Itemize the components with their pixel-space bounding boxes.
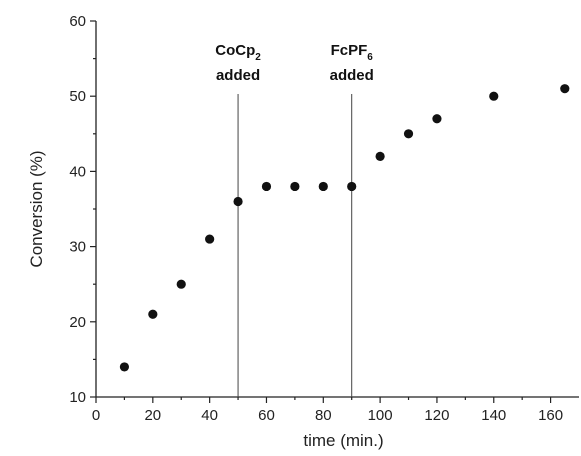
- x-tick-label: 160: [538, 407, 563, 424]
- x-tick-label: 140: [481, 407, 506, 424]
- y-tick-label: 10: [69, 389, 86, 406]
- annotation-label-line2: added: [216, 67, 260, 84]
- data-point: [119, 362, 130, 372]
- data-point: [148, 309, 158, 319]
- data-point: [403, 129, 414, 139]
- data-point: [261, 181, 272, 192]
- y-tick-label: 20: [69, 314, 86, 331]
- data-point: [489, 91, 499, 101]
- data-point: [432, 114, 442, 124]
- x-tick-label: 0: [92, 407, 100, 424]
- data-point: [233, 196, 243, 207]
- y-tick-label: 50: [69, 88, 86, 105]
- y-tick-label: 40: [69, 163, 86, 180]
- annotation-label-line2: added: [330, 67, 374, 84]
- data-point: [176, 279, 186, 289]
- y-axis-title: Conversion (%): [27, 150, 46, 267]
- data-point: [347, 181, 357, 192]
- annotation-label: FcPF6: [331, 42, 374, 63]
- x-tick-label: 80: [315, 407, 332, 424]
- y-tick-label: 60: [69, 13, 86, 30]
- x-tick-label: 60: [258, 407, 275, 424]
- y-axis-ticks: 10 20 30 40 50 60: [69, 13, 96, 406]
- y-tick-label: 30: [69, 239, 86, 256]
- data-point: [318, 181, 328, 192]
- x-tick-label: 120: [424, 407, 449, 424]
- annotation-label: CoCp2: [215, 42, 261, 63]
- x-tick-label: 100: [368, 407, 393, 424]
- data-point: [375, 151, 385, 161]
- data-point: [205, 234, 215, 244]
- x-axis-ticks: 0 20 40 60 80 100 120 140 160: [92, 397, 563, 424]
- x-axis-title: time (min.): [303, 431, 383, 450]
- data-point: [290, 181, 300, 192]
- x-tick-label: 40: [201, 407, 218, 424]
- data-point: [560, 84, 570, 94]
- annotations: CoCp2 added FcPF6 added: [215, 42, 374, 397]
- data-points: [119, 84, 570, 372]
- x-tick-label: 20: [144, 407, 161, 424]
